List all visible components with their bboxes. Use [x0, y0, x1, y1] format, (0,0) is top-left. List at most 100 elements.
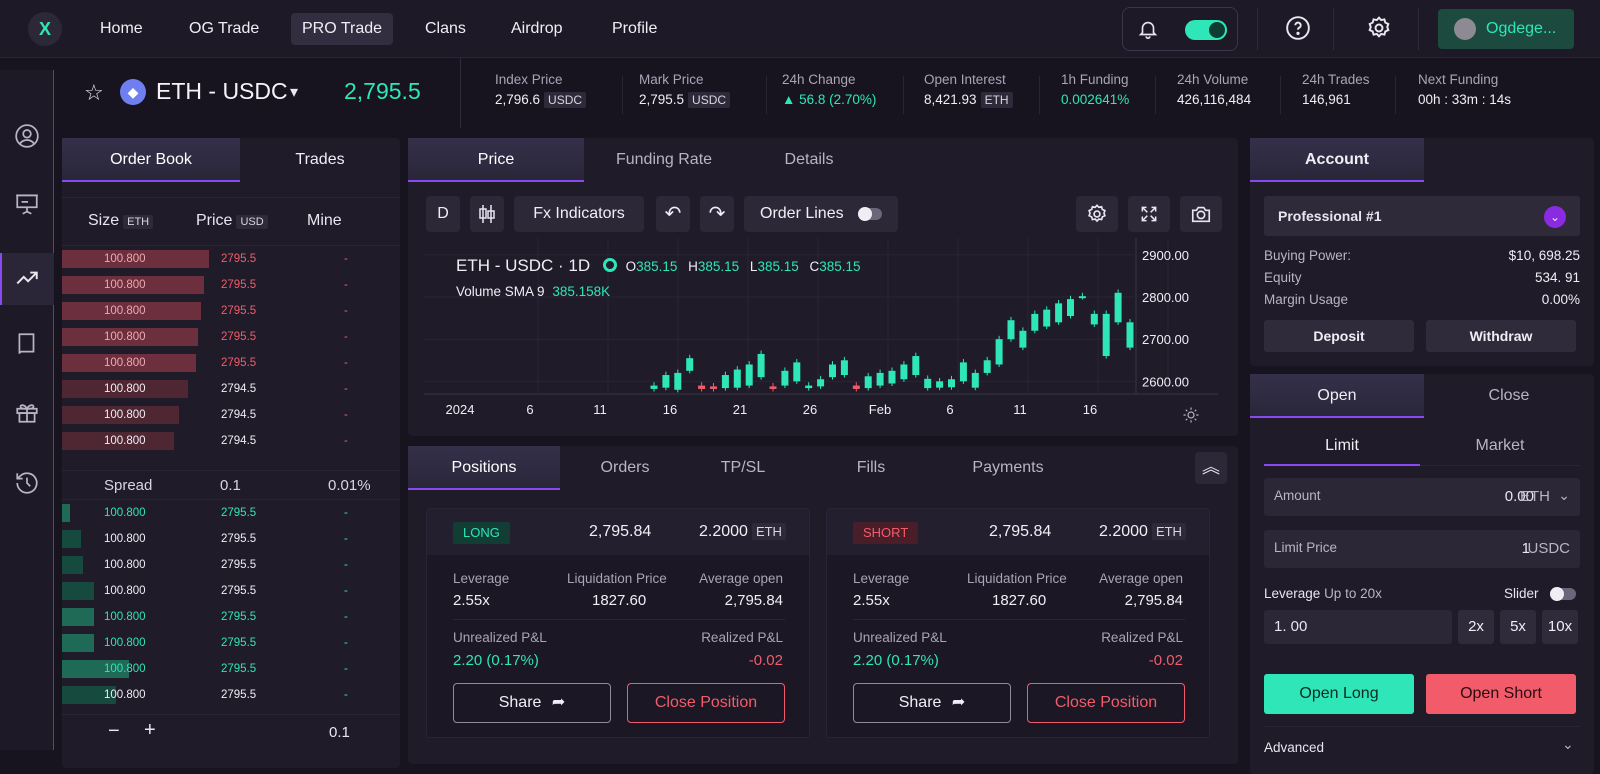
screenshot-button[interactable]	[1180, 196, 1222, 232]
profile-selector[interactable]: Professional #1 ⌄	[1264, 196, 1580, 236]
tab-trades[interactable]: Trades	[295, 151, 345, 168]
nav-pro-trade[interactable]: PRO Trade	[291, 13, 394, 45]
ask-row[interactable]: 100.800 2795.5 -	[62, 324, 400, 350]
withdraw-button[interactable]: Withdraw	[1426, 320, 1576, 352]
nav-home[interactable]: Home	[100, 20, 143, 37]
ask-row[interactable]: 100.800 2795.5 -	[62, 350, 400, 376]
tab-close[interactable]: Close	[1488, 387, 1530, 404]
tab-tpsl[interactable]: TP/SL	[720, 459, 766, 476]
fullscreen-button[interactable]	[1128, 196, 1170, 232]
tab-orders[interactable]: Orders	[600, 459, 650, 476]
presentation-icon[interactable]	[14, 191, 40, 217]
legend-h: 385.15	[697, 259, 740, 274]
tab-positions[interactable]: Positions	[408, 446, 560, 490]
x-tick-label: Feb	[869, 402, 891, 417]
order-size: 100.800	[104, 533, 146, 545]
ask-row[interactable]: 100.800 2795.5 -	[62, 246, 400, 272]
bid-row[interactable]: 100.800 2795.5 -	[62, 578, 400, 604]
ask-row[interactable]: 100.800 2794.5 -	[62, 376, 400, 402]
bid-row[interactable]: 100.800 2795.5 -	[62, 682, 400, 708]
amount-field[interactable]: Amount 0.00 ETH ⌄	[1264, 478, 1580, 516]
tab-funding-rate[interactable]: Funding Rate	[615, 151, 713, 168]
gift-icon[interactable]	[14, 399, 40, 425]
ask-row[interactable]: 100.800 2795.5 -	[62, 298, 400, 324]
close-position-button[interactable]: Close Position	[1027, 683, 1185, 723]
unrealized-label: Unrealized P&L	[453, 630, 547, 645]
help-icon[interactable]	[1285, 15, 1311, 41]
bid-row[interactable]: 100.800 2795.5 -	[62, 526, 400, 552]
candle-type-button[interactable]	[470, 196, 504, 232]
tab-price[interactable]: Price	[408, 138, 584, 182]
logo[interactable]: X	[28, 12, 62, 46]
leverage-2x-button[interactable]: 2x	[1458, 610, 1494, 644]
star-icon[interactable]: ☆	[84, 80, 104, 105]
chart-settings-button[interactable]	[1076, 196, 1118, 232]
redo-icon[interactable]: ↷	[700, 196, 734, 232]
history-icon[interactable]	[14, 470, 40, 496]
theme-icon[interactable]	[1182, 406, 1200, 424]
chevron-down-icon[interactable]: ⌄	[1544, 206, 1566, 228]
limit-price-field[interactable]: Limit Price 1 USDC	[1264, 530, 1580, 568]
bid-row[interactable]: 100.800 2795.5 -	[62, 656, 400, 682]
bell-icon[interactable]	[1137, 18, 1159, 40]
ask-row[interactable]: 100.800 2794.5 -	[62, 402, 400, 428]
advanced-label[interactable]: Advanced	[1264, 740, 1325, 755]
chevron-down-icon[interactable]: ▾	[290, 84, 299, 101]
tab-account[interactable]: Account	[1250, 138, 1424, 182]
subtab-market[interactable]: Market	[1420, 426, 1580, 466]
chevron-down-icon[interactable]: ⌄	[1562, 736, 1574, 752]
stat-value: 00h : 33m : 14s	[1418, 92, 1512, 107]
order-price: 2795.5	[221, 559, 257, 571]
bid-row[interactable]: 100.800 2795.5 -	[62, 604, 400, 630]
share-button[interactable]: Share ➦	[853, 683, 1011, 723]
chevron-down-icon[interactable]: ⌄	[1558, 487, 1570, 503]
order-lines-toggle[interactable]	[858, 207, 882, 221]
unit-badge: ETH	[123, 215, 154, 229]
nav-og-trade[interactable]: OG Trade	[189, 20, 260, 37]
tab-payments[interactable]: Payments	[972, 459, 1044, 476]
bid-row[interactable]: 100.800 2795.5 -	[62, 552, 400, 578]
trending-up-icon[interactable]	[14, 265, 40, 291]
bid-row[interactable]: 100.800 2795.5 -	[62, 500, 400, 526]
tab-fills[interactable]: Fills	[856, 459, 886, 476]
indicators-button[interactable]: Fx Indicators	[514, 196, 644, 232]
limit-price-value[interactable]: 1	[1521, 540, 1530, 557]
candle-body	[876, 372, 884, 386]
tick-size[interactable]: 0.1	[329, 724, 350, 741]
open-short-button[interactable]: Open Short	[1426, 674, 1576, 714]
book-icon[interactable]	[14, 331, 40, 357]
settings-icon[interactable]	[1366, 15, 1392, 41]
nav-airdrop[interactable]: Airdrop	[511, 20, 563, 37]
nav-profile[interactable]: Profile	[612, 20, 658, 37]
ask-row[interactable]: 100.800 2794.5 -	[62, 428, 400, 454]
minus-icon[interactable]: −	[108, 720, 120, 742]
nav-clans[interactable]: Clans	[425, 20, 466, 37]
tab-details[interactable]: Details	[784, 151, 834, 168]
tab-open[interactable]: Open	[1250, 374, 1424, 418]
candle-body	[1090, 313, 1098, 325]
ask-row[interactable]: 100.800 2795.5 -	[62, 272, 400, 298]
user-button[interactable]: Ogdege...	[1438, 9, 1574, 49]
volume-legend: Volume SMA 9 385.158K	[456, 284, 610, 299]
close-position-button[interactable]: Close Position	[627, 683, 785, 723]
collapse-icon[interactable]: ︽	[1195, 452, 1227, 484]
notification-toggle[interactable]	[1185, 20, 1227, 40]
amount-value[interactable]: 0.00	[1504, 488, 1534, 505]
slider-toggle[interactable]	[1550, 587, 1576, 601]
deposit-button[interactable]: Deposit	[1264, 320, 1414, 352]
bid-row[interactable]: 100.800 2795.5 -	[62, 630, 400, 656]
order-lines-control[interactable]: Order Lines	[744, 196, 898, 232]
open-long-button[interactable]: Open Long	[1264, 674, 1414, 714]
leverage-5x-button[interactable]: 5x	[1500, 610, 1536, 644]
leverage-input[interactable]: 1. 00	[1264, 610, 1452, 644]
subtab-limit[interactable]: Limit	[1264, 426, 1420, 466]
tab-order-book[interactable]: Order Book	[62, 138, 240, 182]
leverage-10x-button[interactable]: 10x	[1542, 610, 1578, 644]
plus-icon[interactable]: +	[144, 719, 156, 741]
interval-button[interactable]: D	[426, 196, 460, 232]
pair-selector[interactable]: ETH - USDC	[156, 78, 288, 104]
undo-icon[interactable]: ↶	[656, 196, 690, 232]
candlestick-chart[interactable]: 2900.00 2800.00 2700.00 2600.00 2024 6 11 16 21…	[418, 238, 1230, 436]
share-button[interactable]: Share ➦	[453, 683, 611, 723]
user-circle-icon[interactable]	[14, 123, 40, 149]
